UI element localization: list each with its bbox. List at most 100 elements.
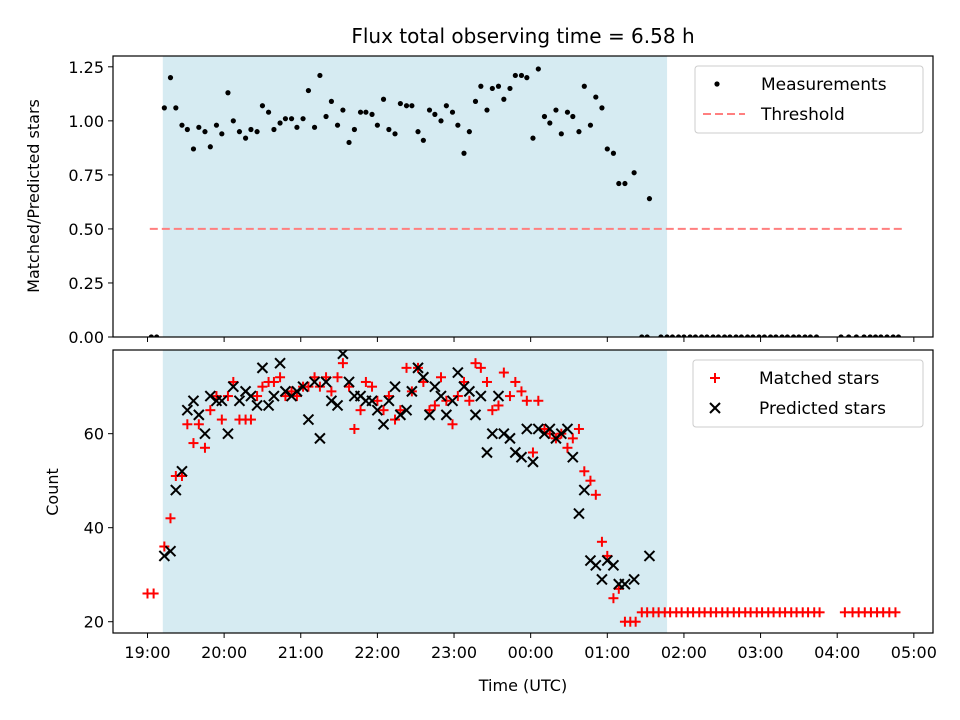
predicted-star-point xyxy=(486,427,499,440)
predicted-star-point xyxy=(245,390,257,402)
measurement-point xyxy=(288,116,295,122)
y-tick-label: 0.75 xyxy=(68,166,104,185)
measurement-point xyxy=(397,100,403,107)
measurement-point xyxy=(351,126,358,133)
x-tick-label: 23:00 xyxy=(431,643,477,662)
top-y-axis-label: Matched/Predicted stars xyxy=(24,99,43,293)
measurement-point xyxy=(340,107,346,113)
predicted-star-point xyxy=(176,465,188,477)
measurement-point xyxy=(461,150,467,156)
measurement-point xyxy=(254,129,260,135)
predicted-star-point xyxy=(446,395,459,407)
matched-star-point xyxy=(222,391,233,402)
predicted-star-point xyxy=(302,413,315,426)
predicted-star-point xyxy=(527,456,539,468)
predicted-star-point xyxy=(291,385,303,398)
measurement-point xyxy=(687,334,693,337)
matched-star-point xyxy=(303,381,314,392)
y-tick-label: 1.00 xyxy=(68,112,104,131)
matched-star-point xyxy=(590,489,601,500)
matched-star-point xyxy=(390,414,401,425)
predicted-star-point xyxy=(412,362,424,374)
measurement-point xyxy=(357,109,364,115)
predicted-star-point xyxy=(492,390,505,402)
predicted-star-point xyxy=(544,423,556,435)
legend-label: Measurements xyxy=(761,75,887,95)
measurement-point xyxy=(236,129,243,135)
measurement-point xyxy=(576,129,582,135)
predicted-star-point xyxy=(325,395,338,407)
predicted-star-point xyxy=(262,399,275,412)
measurement-point xyxy=(317,72,323,79)
predicted-star-point xyxy=(187,395,200,407)
x-tick-label: 22:00 xyxy=(354,643,400,662)
measurement-point xyxy=(438,118,444,124)
legend-x-marker xyxy=(709,402,721,414)
predicted-star-point xyxy=(561,423,574,435)
predicted-star-point xyxy=(590,559,602,572)
measurement-point xyxy=(524,75,530,81)
predicted-star-point xyxy=(567,451,579,463)
measurement-point xyxy=(369,111,375,117)
matched-star-point xyxy=(245,414,256,425)
measurement-point xyxy=(271,126,277,133)
matched-star-point xyxy=(533,395,544,406)
measurement-point xyxy=(790,334,797,337)
measurement-point xyxy=(484,107,490,113)
matched-star-point xyxy=(337,358,348,369)
predicted-star-point xyxy=(475,390,487,402)
x-tick-label: 03:00 xyxy=(738,643,784,662)
predicted-star-point xyxy=(601,554,614,567)
matched-star-point xyxy=(596,536,607,547)
measurement-point xyxy=(374,122,380,128)
y-tick-label: 0.50 xyxy=(68,220,104,239)
matched-star-point xyxy=(567,433,578,444)
legend-box xyxy=(692,359,924,428)
predicted-star-point xyxy=(435,390,447,402)
measurement-point xyxy=(547,120,553,126)
measurement-point xyxy=(664,334,670,337)
matched-star-point xyxy=(193,419,204,430)
matched-star-point xyxy=(268,376,279,387)
predicted-star-point xyxy=(199,427,211,440)
predicted-star-point xyxy=(256,362,269,374)
predicted-star-point xyxy=(251,399,263,412)
measurement-point xyxy=(472,98,479,104)
matched-star-point xyxy=(470,358,481,369)
matched-star-point xyxy=(452,391,463,402)
predicted-star-point xyxy=(469,409,482,421)
matched-star-point xyxy=(148,588,159,599)
predicted-star-point xyxy=(274,357,286,369)
measurement-point xyxy=(294,124,300,130)
predicted-star-point xyxy=(628,573,640,586)
bottom-y-axis-label: Count xyxy=(43,468,62,516)
x-axis-label: Time (UTC) xyxy=(478,676,567,695)
measurement-point xyxy=(658,334,664,337)
measurement-point xyxy=(449,109,456,115)
x-tick-label: 00:00 xyxy=(508,643,554,662)
measurement-point xyxy=(750,334,756,337)
predicted-star-point xyxy=(366,395,378,407)
measurement-point xyxy=(305,87,312,94)
measurement-point xyxy=(311,124,318,130)
x-tick-label: 20:00 xyxy=(201,643,247,662)
predicted-star-point xyxy=(406,385,418,398)
measurement-point xyxy=(698,334,705,337)
measurement-point xyxy=(432,111,438,117)
predicted-star-point xyxy=(532,423,545,435)
legend-dot-marker xyxy=(714,81,720,87)
measurement-point xyxy=(161,105,167,111)
measurement-point xyxy=(380,96,387,102)
measurement-point xyxy=(530,135,536,141)
measurement-point xyxy=(631,170,637,176)
matched-star-point xyxy=(257,381,268,392)
measurement-point xyxy=(420,137,426,143)
measurement-point xyxy=(455,122,461,128)
matched-star-point xyxy=(481,376,492,387)
measurement-point xyxy=(813,334,820,337)
predicted-star-point xyxy=(331,399,344,412)
predicted-star-point xyxy=(578,484,591,496)
measurement-point xyxy=(884,334,890,337)
predicted-star-point xyxy=(233,395,246,407)
measurement-point xyxy=(323,113,329,120)
